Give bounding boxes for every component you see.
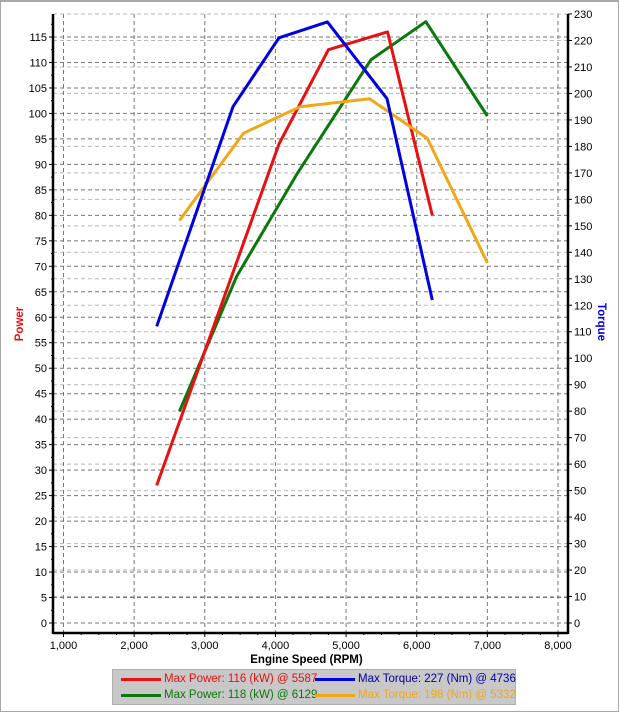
legend-swatch bbox=[315, 677, 355, 681]
right-tick-label: 0 bbox=[574, 618, 580, 630]
right-tick-label: 110 bbox=[574, 327, 592, 339]
legend-swatch bbox=[315, 693, 355, 697]
legend-label: Max Power: 118 (kW) @ 6129 bbox=[164, 689, 318, 701]
left-tick-label: 105 bbox=[29, 83, 47, 95]
legend: Max Power: 116 (kW) @ 5587 Max Torque: 2… bbox=[112, 669, 516, 705]
left-tick-label: 40 bbox=[35, 414, 47, 426]
series-line-2 bbox=[178, 20, 489, 413]
left-tick-label: 100 bbox=[29, 108, 47, 120]
left-tick-label: 80 bbox=[35, 210, 47, 222]
series-line-3 bbox=[178, 97, 489, 264]
right-tick-label: 220 bbox=[574, 35, 592, 47]
right-tick-label: 30 bbox=[574, 539, 586, 551]
left-tick-label: 20 bbox=[35, 516, 47, 528]
x-tick-label: 6,000 bbox=[403, 640, 431, 652]
left-tick-label: 65 bbox=[35, 287, 47, 299]
left-tick-label: 50 bbox=[35, 363, 47, 375]
left-tick-label: 35 bbox=[35, 440, 47, 452]
right-tick-label: 50 bbox=[574, 486, 586, 498]
legend-item-red-power: Max Power: 116 (kW) @ 5587 bbox=[121, 673, 317, 685]
right-tick-label: 60 bbox=[574, 459, 586, 471]
right-tick-label: 170 bbox=[574, 168, 592, 180]
left-tick-label: 30 bbox=[35, 465, 47, 477]
legend-label: Max Power: 116 (kW) @ 5587 bbox=[164, 673, 318, 685]
right-tick-label: 70 bbox=[574, 433, 586, 445]
left-tick-label: 110 bbox=[29, 57, 47, 69]
right-tick-label: 10 bbox=[574, 592, 586, 604]
right-tick-label: 80 bbox=[574, 406, 586, 418]
legend-label: Max Torque: 227 (Nm) @ 4736 bbox=[358, 673, 516, 685]
x-tick-label: 5,000 bbox=[332, 640, 360, 652]
series-line-0 bbox=[155, 30, 434, 486]
right-tick-label: 190 bbox=[574, 115, 592, 127]
legend-swatch bbox=[121, 677, 161, 681]
x-tick-label: 8,000 bbox=[544, 640, 572, 652]
left-tick-label: 5 bbox=[41, 593, 47, 605]
left-tick-label: 0 bbox=[41, 618, 47, 630]
left-tick-label: 85 bbox=[35, 185, 47, 197]
legend-item-orange-torque: Max Torque: 198 (Nm) @ 5332 bbox=[315, 689, 516, 701]
legend-item-green-power: Max Power: 118 (kW) @ 6129 bbox=[121, 689, 317, 701]
right-axis-title: Torque bbox=[595, 303, 607, 341]
x-tick-label: 2,000 bbox=[120, 640, 148, 652]
left-tick-label: 55 bbox=[35, 338, 47, 350]
left-tick-label: 10 bbox=[35, 567, 47, 579]
left-tick-label: 90 bbox=[35, 159, 47, 171]
left-tick-label: 115 bbox=[29, 32, 47, 44]
right-tick-label: 180 bbox=[574, 141, 592, 153]
x-tick-label: 3,000 bbox=[191, 640, 219, 652]
legend-label: Max Torque: 198 (Nm) @ 5332 bbox=[358, 689, 516, 701]
left-tick-label: 15 bbox=[35, 542, 47, 554]
legend-item-blue-torque: Max Torque: 227 (Nm) @ 4736 bbox=[315, 673, 516, 685]
right-tick-label: 230 bbox=[574, 9, 592, 21]
left-tick-label: 70 bbox=[35, 261, 47, 273]
left-tick-label: 95 bbox=[35, 134, 47, 146]
left-axis-title: Power bbox=[14, 306, 26, 341]
right-tick-label: 150 bbox=[574, 221, 592, 233]
right-tick-label: 130 bbox=[574, 274, 592, 286]
right-tick-label: 100 bbox=[574, 353, 592, 365]
right-tick-label: 40 bbox=[574, 512, 586, 524]
right-tick-label: 120 bbox=[574, 300, 592, 312]
left-tick-label: 45 bbox=[35, 389, 47, 401]
x-tick-label: 4,000 bbox=[262, 640, 290, 652]
x-tick-label: 7,000 bbox=[474, 640, 502, 652]
right-tick-label: 20 bbox=[574, 565, 586, 577]
left-tick-label: 60 bbox=[35, 312, 47, 324]
series-line-1 bbox=[155, 20, 434, 327]
right-tick-label: 140 bbox=[574, 247, 592, 259]
x-tick-label: 1,000 bbox=[50, 640, 78, 652]
x-axis-title: Engine Speed (RPM) bbox=[250, 654, 363, 666]
right-tick-label: 160 bbox=[574, 194, 592, 206]
left-tick-label: 75 bbox=[35, 236, 47, 248]
right-tick-label: 210 bbox=[574, 62, 592, 74]
right-tick-label: 90 bbox=[574, 380, 586, 392]
legend-swatch bbox=[121, 693, 161, 697]
left-tick-label: 25 bbox=[35, 491, 47, 503]
right-tick-label: 200 bbox=[574, 88, 592, 100]
